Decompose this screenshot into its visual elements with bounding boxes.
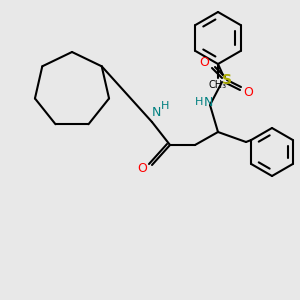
Text: N: N	[151, 106, 161, 118]
Text: N: N	[203, 95, 213, 109]
Text: O: O	[243, 86, 253, 100]
Text: CH₃: CH₃	[209, 80, 227, 90]
Text: O: O	[137, 163, 147, 176]
Text: O: O	[199, 56, 209, 68]
Text: H: H	[161, 101, 169, 111]
Text: H: H	[195, 97, 203, 107]
Text: S: S	[222, 73, 232, 87]
